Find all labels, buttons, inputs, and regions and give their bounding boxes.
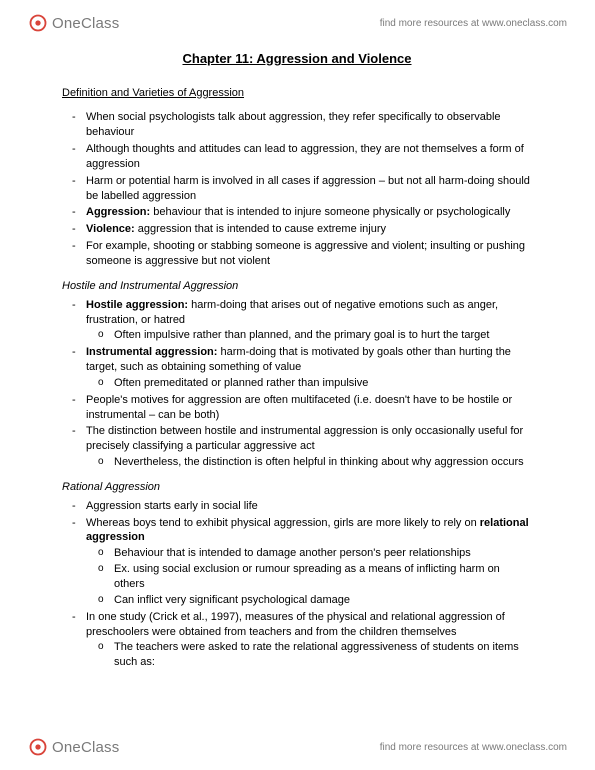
logo-text-one: One	[52, 739, 81, 756]
list-item: Ex. using social exclusion or rumour spr…	[114, 562, 532, 592]
list-item: Often premeditated or planned rather tha…	[114, 376, 532, 391]
logo-text-class: Class	[81, 15, 120, 32]
bullet-list: Hostile aggression: harm-doing that aris…	[62, 298, 532, 470]
logo: OneClass	[28, 13, 119, 33]
header: OneClass find more resources at www.onec…	[0, 6, 595, 40]
footer: OneClass find more resources at www.onec…	[0, 730, 595, 764]
list-item: Violence: aggression that is intended to…	[86, 222, 532, 237]
logo-icon	[28, 737, 48, 757]
list-item: The distinction between hostile and inst…	[86, 424, 532, 470]
logo-text: OneClass	[52, 15, 119, 32]
section-title-definition: Definition and Varieties of Aggression	[62, 86, 532, 101]
list-item: For example, shooting or stabbing someon…	[86, 239, 532, 269]
list-item: Can inflict very significant psychologic…	[114, 593, 532, 608]
logo-text-one: One	[52, 15, 81, 32]
bullet-list: Aggression starts early in social life W…	[62, 499, 532, 670]
list-item: Instrumental aggression: harm-doing that…	[86, 345, 532, 391]
text: In one study (Crick et al., 1997), measu…	[86, 611, 505, 638]
list-item: Aggression starts early in social life	[86, 499, 532, 514]
logo-text: OneClass	[52, 739, 119, 756]
list-item: Behaviour that is intended to damage ano…	[114, 546, 532, 561]
list-item: Although thoughts and attitudes can lead…	[86, 142, 532, 172]
sub-list: The teachers were asked to rate the rela…	[86, 640, 532, 670]
list-item: The teachers were asked to rate the rela…	[114, 640, 532, 670]
footer-link[interactable]: find more resources at www.oneclass.com	[380, 742, 567, 753]
logo: OneClass	[28, 737, 119, 757]
list-item: Nevertheless, the distinction is often h…	[114, 455, 532, 470]
sub-list: Behaviour that is intended to damage ano…	[86, 546, 532, 607]
term-hostile: Hostile aggression:	[86, 299, 188, 311]
subheading-rational: Rational Aggression	[62, 480, 532, 495]
sub-list: Often impulsive rather than planned, and…	[86, 328, 532, 343]
bullet-list: When social psychologists talk about agg…	[62, 110, 532, 268]
text: Whereas boys tend to exhibit physical ag…	[86, 517, 480, 529]
header-link[interactable]: find more resources at www.oneclass.com	[380, 18, 567, 29]
term-instrumental: Instrumental aggression:	[86, 346, 217, 358]
sub-list: Often premeditated or planned rather tha…	[86, 376, 532, 391]
list-item: Aggression: behaviour that is intended t…	[86, 205, 532, 220]
list-item: Often impulsive rather than planned, and…	[114, 328, 532, 343]
sub-list: Nevertheless, the distinction is often h…	[86, 455, 532, 470]
term-def: aggression that is intended to cause ext…	[135, 223, 386, 235]
list-item: In one study (Crick et al., 1997), measu…	[86, 610, 532, 670]
term-violence: Violence:	[86, 223, 135, 235]
subheading-hostile: Hostile and Instrumental Aggression	[62, 279, 532, 294]
list-item: Whereas boys tend to exhibit physical ag…	[86, 516, 532, 608]
list-item: Hostile aggression: harm-doing that aris…	[86, 298, 532, 344]
logo-text-class: Class	[81, 739, 120, 756]
page: OneClass find more resources at www.onec…	[0, 0, 595, 770]
list-item: When social psychologists talk about agg…	[86, 110, 532, 140]
term-def: behaviour that is intended to injure som…	[150, 206, 510, 218]
list-item: Harm or potential harm is involved in al…	[86, 174, 532, 204]
document-body: Chapter 11: Aggression and Violence Defi…	[62, 50, 532, 672]
chapter-title: Chapter 11: Aggression and Violence	[62, 50, 532, 68]
text: The distinction between hostile and inst…	[86, 425, 523, 452]
term-aggression: Aggression:	[86, 206, 150, 218]
logo-icon	[28, 13, 48, 33]
list-item: People's motives for aggression are ofte…	[86, 393, 532, 423]
